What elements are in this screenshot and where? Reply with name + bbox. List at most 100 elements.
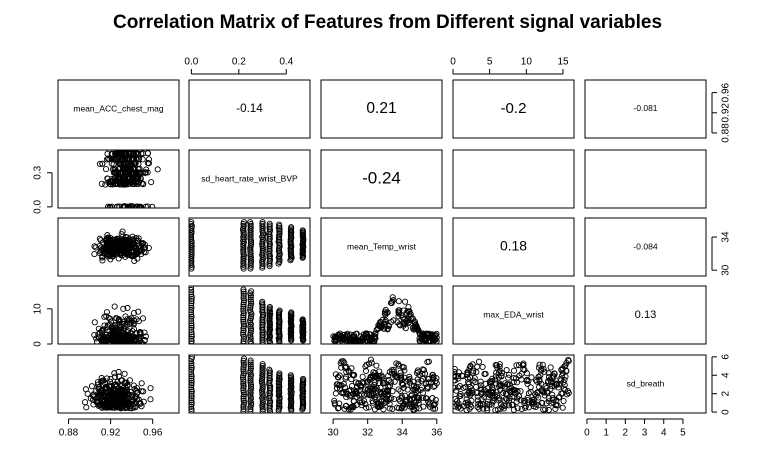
panel-frame-0-3 [452,79,575,139]
point-3-0-241 [141,336,148,344]
chart-title: Correlation Matrix of Features from Diff… [112,12,663,33]
point-4-0-194 [118,377,125,384]
point-4-0-294 [121,370,128,377]
point-4-3-239 [488,401,495,408]
point-4-0-305 [123,385,130,392]
point-3-1-38 [240,314,247,321]
point-2-0-320 [104,232,111,239]
point-4-2-83 [373,362,380,369]
point-3-2-238 [406,312,413,319]
point-4-2-124 [401,404,408,411]
panel-frame-1-2 [320,149,443,209]
point-2-0-284 [99,254,106,261]
point-1-0-329 [144,169,151,176]
point-4-3-34 [522,404,529,411]
point-4-2-335 [350,390,357,397]
panel-frame-2-3 [452,217,575,277]
point-3-1-207 [299,316,306,323]
point-4-0-326 [133,385,141,392]
point-3-2-227 [353,330,360,337]
point-4-0-255 [111,370,118,377]
point-1-0-230 [139,156,146,163]
panel-frame-3-2 [320,285,443,345]
point-4-0-325 [107,395,114,403]
point-3-0-292 [99,338,106,344]
point-4-1-150 [275,377,282,384]
point-4-2-229 [413,384,420,391]
point-4-3-133 [478,386,485,393]
point-4-2-321 [429,371,436,378]
right-tick-label-0-0: 0.88 [721,123,732,143]
point-4-2-273 [336,382,343,389]
point-4-1-0 [189,408,195,413]
point-3-2-258 [343,331,351,338]
point-4-2-314 [401,367,408,374]
point-2-0-327 [118,231,125,238]
point-4-2-309 [395,386,402,393]
point-3-1-45 [240,299,247,306]
point-4-3-337 [454,401,461,408]
point-3-1-69 [247,304,254,311]
point-2-0-237 [105,253,112,260]
bottom-tick-label-0-2: 0.96 [143,428,163,439]
point-3-1-155 [276,307,283,314]
point-3-0-279 [104,322,111,329]
point-4-2-322 [400,384,407,391]
point-4-3-251 [560,385,568,392]
point-3-1-17 [189,302,195,309]
point-3-1-15 [189,306,194,314]
point-3-1-22 [189,291,194,298]
point-4-2-304 [336,400,343,407]
point-4-3-232 [533,401,540,408]
point-3-2-203 [384,309,391,316]
point-4-2-316 [386,401,393,408]
point-3-1-27 [240,338,247,344]
point-4-3-287 [536,378,543,385]
point-4-3-178 [525,404,532,411]
point-4-3-334 [506,388,513,395]
panel-frame-4-4 [584,354,707,414]
diagonal-label-sd-heart-rate-wrist-BVP: sd_heart_rate_wrist_BVP [201,173,298,183]
point-3-1-42 [240,305,247,312]
bottom-tick-label-2-3: 36 [431,428,443,439]
bottom-tick-label-4-5: 5 [680,428,686,439]
point-1-0-218 [143,166,150,173]
point-2-0-316 [115,255,122,262]
point-3-0-259 [118,323,125,331]
point-4-1-55 [248,402,255,409]
point-1-0-32 [154,166,161,173]
point-3-2-55 [389,298,396,305]
point-4-3-226 [455,373,462,380]
point-3-1-25 [189,286,195,291]
point-4-2-338 [347,404,354,411]
point-4-3-281 [464,399,472,406]
point-3-2-242 [401,316,408,323]
point-1-0-315 [119,156,126,163]
point-4-2-150 [342,388,350,395]
point-2-0-64 [91,243,98,250]
point-4-1-6 [189,395,195,402]
point-4-0-284 [133,387,140,394]
point-4-3-242 [538,387,545,394]
point-4-1-46 [240,366,247,373]
point-4-3-324 [564,388,571,395]
point-2-0-328 [119,237,126,244]
point-4-3-299 [561,363,568,370]
point-4-2-276 [331,401,338,408]
panel-frame-4-2 [320,354,443,414]
point-4-1-41 [240,376,247,383]
correlation-label-2-3: 0.18 [500,238,527,254]
point-3-1-20 [189,295,195,302]
point-3-2-259 [354,337,361,344]
point-4-3-152 [470,377,477,384]
point-3-2-58 [394,319,401,326]
point-3-0-269 [124,333,131,340]
point-4-2-293 [355,380,362,387]
point-4-2-301 [410,378,417,385]
point-2-1-207 [299,227,306,234]
point-3-0-287 [120,327,127,334]
top-tick-label-3-0: 0 [450,57,456,68]
point-4-3-39 [453,366,458,373]
point-4-1-82 [259,400,266,407]
point-1-0-170 [112,166,119,173]
